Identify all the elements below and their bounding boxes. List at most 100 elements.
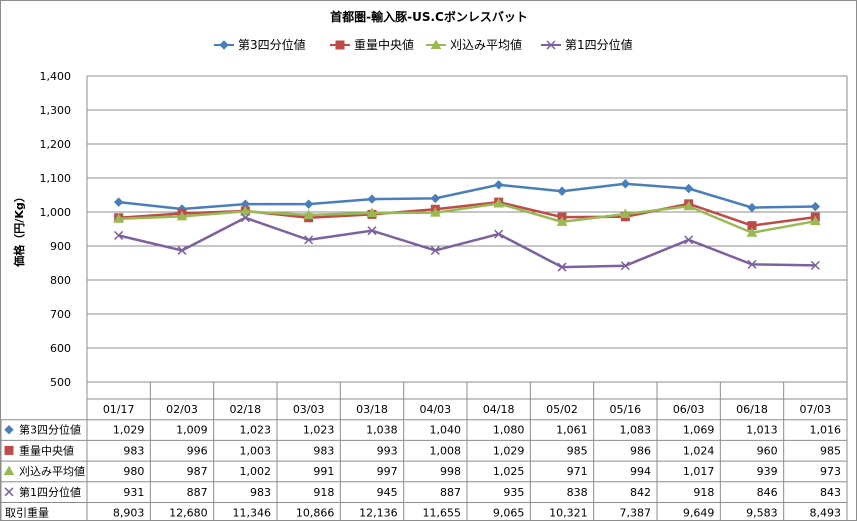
x-tick-label: 04/18 [483,403,515,416]
data-point [683,183,694,194]
legend-label: 第3四分位値 [238,37,306,52]
table-row-label: 第3四分位値 [19,423,81,437]
table-cell: 1,040 [430,424,462,437]
y-tick-label: 1,200 [40,138,72,151]
x-tick-label: 06/18 [736,403,768,416]
data-point [303,199,314,209]
y-tick-label: 500 [50,376,71,389]
table-cell: 971 [567,465,588,478]
table-cell: 1,025 [493,465,525,478]
x-tick-label: 07/03 [799,403,831,416]
table-cell: 11,346 [233,507,272,520]
table-cell: 9,065 [493,507,525,520]
table-cell: 985 [567,444,588,457]
legend-label: 第1四分位値 [565,37,633,52]
data-point [176,210,188,221]
data-point [367,194,377,204]
data-point [430,245,440,255]
table-cell: 987 [187,465,208,478]
data-point [239,205,251,216]
table-cell: 1,023 [240,424,272,437]
table-cell: 983 [313,444,334,457]
x-tick-label: 05/02 [546,403,578,416]
table-legend-key [3,465,15,476]
data-point [304,235,314,245]
data-point [177,245,187,255]
table-cell: 998 [440,465,461,478]
data-point [556,216,568,226]
table-cell: 1,069 [683,424,715,437]
legend-label: 刈込み平均値 [450,37,522,52]
x-tick-label: 03/18 [356,403,388,416]
y-axis-label: 価格（円/Kg） [12,191,26,267]
series-line [118,202,816,235]
table-cell: 945 [377,486,398,499]
table-cell: 8,493 [810,507,842,520]
x-tick-label: 05/16 [609,403,641,416]
table-cell: 11,655 [423,507,462,520]
table-cell: 838 [567,486,588,499]
legend-marker [546,40,556,50]
table-cell: 993 [377,444,398,457]
table-cell: 1,083 [620,424,652,437]
x-tick-label: 02/18 [229,403,261,416]
table-cell: 1,023 [303,424,335,437]
x-tick-label: 02/03 [166,403,198,416]
table-cell: 1,003 [240,444,272,457]
legend-label: 重量中央値 [354,37,414,52]
y-tick-label: 1,100 [40,172,72,185]
table-cell: 983 [123,444,144,457]
table-cell: 887 [440,486,461,499]
table-cell: 1,009 [176,424,208,437]
x-tick-label: 01/17 [103,403,135,416]
table-row-label: 重量中央値 [19,443,74,457]
data-point [113,213,125,223]
x-tick-label: 03/03 [293,403,325,416]
chart-title: 首都圏-輸入豚-US.Cボンレスバット [330,9,528,24]
series-line [118,182,816,211]
table-legend-key [4,487,14,497]
legend-marker [335,40,345,50]
table-cell: 1,029 [493,444,525,457]
table-cell: 8,903 [113,507,145,520]
data-point [747,259,757,269]
data-point [557,262,567,272]
data-point [240,213,250,223]
data-point [683,200,695,211]
table-legend-key [4,424,14,435]
data-point [494,229,504,239]
table-legend-key [4,445,14,455]
data-point [429,207,441,217]
table-cell: 973 [820,465,841,478]
table-cell: 1,013 [746,424,778,437]
table-cell: 918 [313,486,334,499]
y-tick-label: 700 [50,308,71,321]
data-point [746,227,758,237]
table-cell: 980 [123,465,144,478]
table-cell: 1,024 [683,444,715,457]
table-cell: 918 [693,486,714,499]
data-point [747,202,757,213]
table-cell: 1,016 [810,424,842,437]
x-tick-label: 06/03 [673,403,705,416]
table-row-label: 第1四分位値 [19,485,81,499]
y-tick-label: 800 [50,274,71,287]
table-cell: 935 [503,486,524,499]
table-cell: 939 [757,465,778,478]
table-row-label: 刈込み平均値 [19,465,85,478]
data-point [113,197,124,207]
legend-marker [219,40,229,50]
table-cell: 931 [123,486,144,499]
table-cell: 985 [820,444,841,457]
table-cell: 1,002 [240,465,272,478]
table-cell: 12,136 [359,507,398,520]
table-cell: 991 [313,465,334,478]
table-cell: 10,321 [549,507,588,520]
data-point [620,179,631,189]
table-cell: 846 [757,486,778,499]
data-point [810,201,821,212]
table-row-label: 取引重量 [5,506,49,520]
y-tick-label: 900 [50,240,71,253]
